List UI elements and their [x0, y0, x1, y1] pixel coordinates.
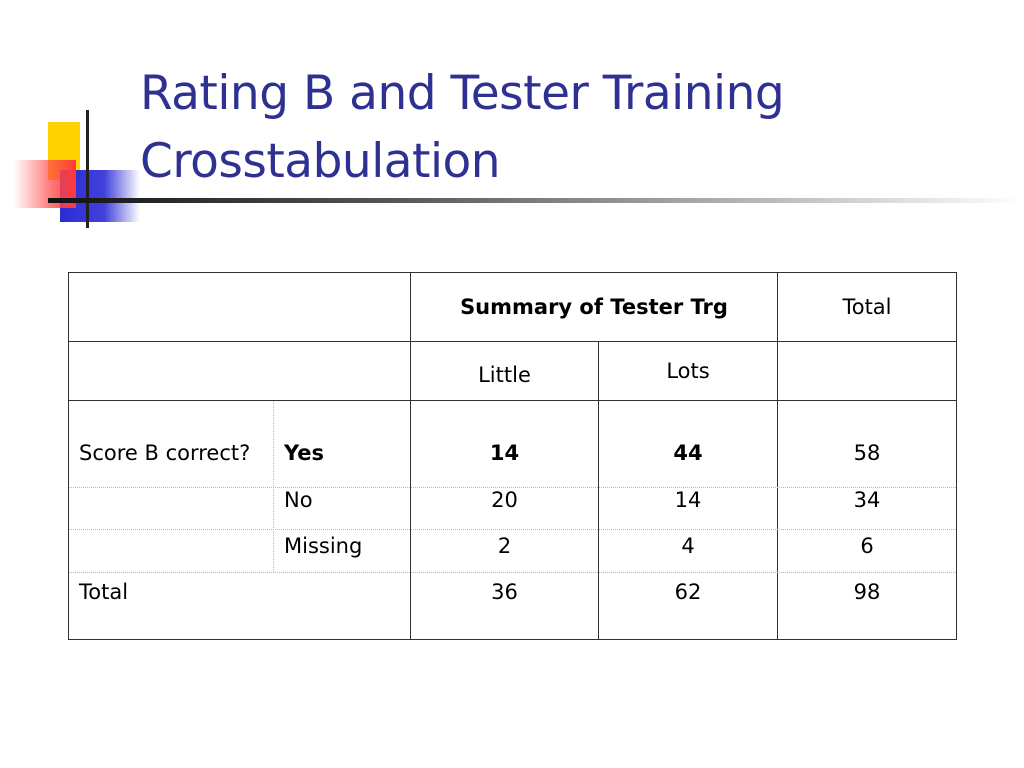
- row-variable-label: Score B correct?: [79, 441, 251, 465]
- body-divider: [69, 400, 956, 401]
- row-label-divider: [273, 401, 274, 572]
- cell-missing-lots: 4: [681, 534, 695, 558]
- row-divider-1: [69, 487, 956, 488]
- cell-yes-little: 14: [489, 441, 520, 465]
- row-label-total: Total: [79, 580, 129, 604]
- slide-title-line-2: Crosstabulation: [140, 134, 501, 189]
- cell-no-lots: 14: [674, 488, 702, 512]
- header-divider: [69, 341, 956, 342]
- cell-yes-total: 58: [853, 441, 881, 465]
- cell-total-total: 98: [853, 580, 881, 604]
- header-col-little: Little: [478, 363, 531, 387]
- cell-no-total: 34: [853, 488, 881, 512]
- cell-total-lots: 62: [674, 580, 702, 604]
- row-label-no: No: [284, 488, 313, 512]
- stacked-squares-logo-icon: [14, 110, 1024, 228]
- cell-yes-lots: 44: [673, 441, 703, 465]
- crosstab-table: Summary of Tester Trg Total Little Lots …: [68, 272, 957, 640]
- col-divider-1: [410, 273, 411, 639]
- row-divider-3: [69, 572, 956, 573]
- row-divider-2: [69, 529, 956, 530]
- cell-no-little: 20: [491, 488, 518, 512]
- cell-missing-little: 2: [497, 534, 512, 558]
- header-col-lots: Lots: [666, 359, 710, 383]
- cell-total-little: 36: [491, 580, 518, 604]
- slide-title: Rating B and Tester Training Crosstabula…: [140, 60, 785, 196]
- row-label-yes: Yes: [284, 441, 325, 465]
- row-label-missing: Missing: [284, 534, 363, 558]
- slide-title-line-1: Rating B and Tester Training: [140, 66, 785, 121]
- col-divider-3: [777, 273, 778, 639]
- header-group-label: Summary of Tester Trg: [460, 295, 728, 319]
- header-total-label: Total: [842, 295, 892, 319]
- col-divider-2: [598, 341, 599, 639]
- cell-missing-total: 6: [860, 534, 874, 558]
